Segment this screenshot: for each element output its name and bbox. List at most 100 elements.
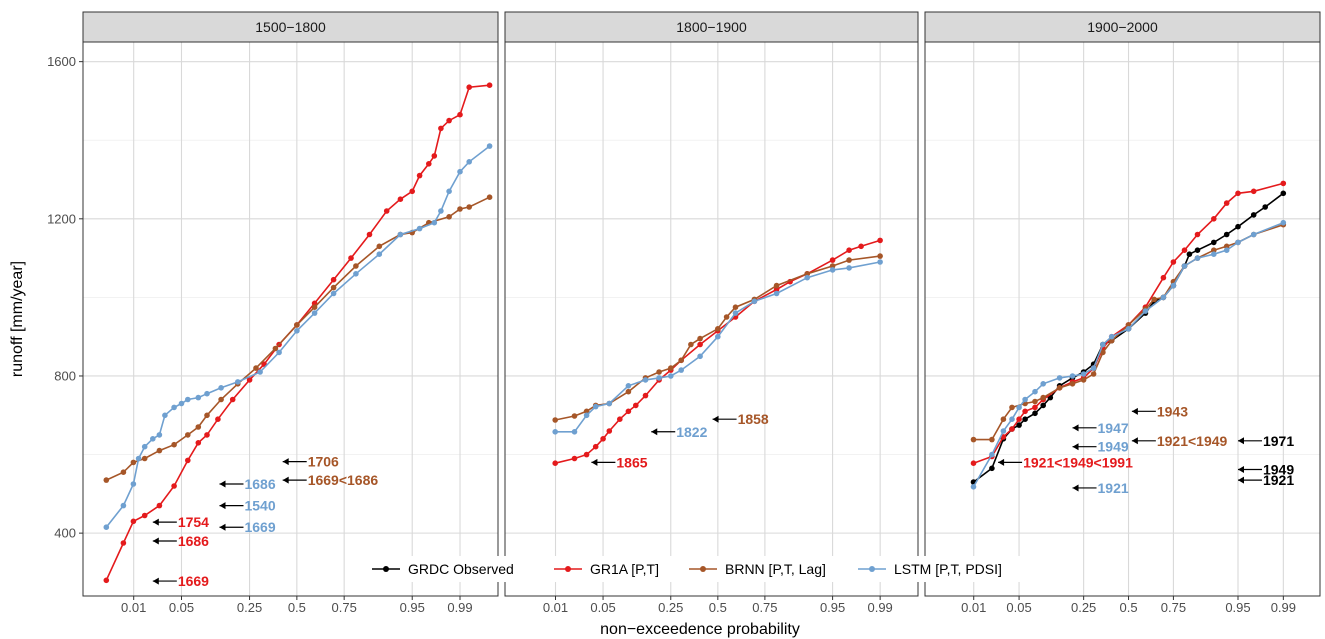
data-point	[276, 349, 282, 356]
data-point	[846, 265, 852, 271]
annotation-arrow-head	[651, 428, 658, 436]
legend-item: BRNN [P,T, Lag]	[689, 561, 826, 577]
data-point	[773, 290, 780, 297]
data-point	[1235, 223, 1241, 230]
annotation-arrow-head	[591, 458, 598, 466]
x-tick-label: 0.95	[820, 600, 845, 615]
data-point	[185, 432, 191, 438]
annotation-label: 1949	[1263, 461, 1294, 477]
data-point	[1170, 282, 1177, 289]
x-tick-label: 0.95	[1225, 600, 1250, 615]
x-tick-label: 0.01	[961, 600, 986, 615]
annotation-arrow-head	[1072, 424, 1079, 432]
data-point	[1181, 263, 1188, 269]
panel-strip-title: 1900−2000	[1087, 19, 1158, 35]
panel-strip	[504, 11, 919, 43]
data-point	[804, 271, 810, 277]
data-point	[571, 455, 578, 462]
data-point	[253, 365, 259, 371]
x-tick-label: 0.99	[447, 600, 472, 615]
data-point	[426, 161, 432, 167]
annotation-label: 1921	[1098, 480, 1129, 496]
data-point	[1280, 190, 1287, 197]
data-point	[376, 243, 383, 250]
annotation: 1949	[1237, 461, 1294, 477]
annotation-arrow-head	[998, 458, 1005, 466]
data-point	[353, 263, 359, 269]
data-point	[1181, 247, 1188, 253]
data-point	[1223, 247, 1230, 253]
x-tick-label: 0.5	[709, 600, 727, 615]
x-tick-label: 0.25	[1071, 600, 1096, 615]
annotation-arrow-head	[219, 523, 226, 531]
data-point	[678, 357, 684, 364]
data-point	[195, 424, 202, 430]
x-tick-label: 0.5	[288, 600, 306, 615]
data-point	[438, 208, 444, 214]
data-point	[272, 345, 279, 352]
data-point	[877, 237, 883, 244]
legend-key-point	[565, 566, 571, 572]
data-point	[1090, 371, 1097, 377]
annotation-arrow-head	[1131, 407, 1138, 415]
series-brnn-p-t-lag	[552, 253, 883, 423]
data-point	[1108, 333, 1115, 340]
data-point	[204, 412, 210, 419]
x-tick-label: 0.05	[1006, 600, 1031, 615]
annotation-label: 1669<1686	[308, 472, 379, 488]
data-point	[135, 455, 142, 462]
data-point	[311, 310, 318, 316]
data-point	[1056, 375, 1063, 381]
annotation-arrow-head	[282, 476, 289, 484]
data-point	[1040, 381, 1046, 387]
panel-strip	[924, 11, 1321, 43]
annotation: 1686	[219, 476, 276, 492]
annotation-label: 1949	[1098, 439, 1129, 455]
data-point	[723, 314, 730, 320]
annotation: 1865	[591, 454, 648, 470]
data-point	[416, 172, 423, 179]
series-brnn-p-t-lag	[103, 194, 493, 483]
annotation-label: 1540	[244, 498, 275, 514]
data-point	[732, 310, 739, 316]
data-point	[1194, 255, 1201, 261]
data-point	[1250, 231, 1257, 238]
data-point	[156, 447, 163, 454]
data-point	[466, 204, 473, 210]
data-point	[642, 392, 649, 399]
data-point	[229, 396, 236, 403]
data-point	[141, 512, 148, 519]
y-tick-label: 1200	[47, 211, 76, 226]
data-point	[633, 402, 639, 409]
data-point	[1235, 239, 1241, 246]
annotation: 1949	[1072, 439, 1129, 455]
data-point	[1090, 365, 1097, 371]
data-point	[1000, 416, 1007, 423]
legend-label: LSTM [P,T, PDSI]	[894, 561, 1002, 577]
annotation: 1921	[1237, 472, 1294, 488]
annotation-arrow-head	[712, 415, 719, 423]
panel-background	[925, 42, 1320, 596]
data-point	[171, 483, 177, 489]
data-point	[1069, 381, 1076, 387]
x-tick-label: 0.75	[332, 600, 357, 615]
data-point	[571, 429, 578, 435]
data-point	[697, 353, 703, 360]
x-tick-label: 0.05	[169, 600, 194, 615]
data-point	[697, 341, 703, 348]
annotation: 1754	[152, 514, 209, 530]
data-point	[1262, 204, 1268, 210]
data-point	[446, 117, 452, 124]
data-point	[103, 477, 110, 483]
annotation-label: 1921<1949	[1157, 433, 1228, 449]
data-point	[1032, 404, 1038, 411]
data-point	[431, 219, 438, 226]
data-point	[715, 333, 721, 340]
annotation-arrow-head	[152, 577, 159, 585]
data-point	[732, 304, 739, 311]
data-point	[1108, 337, 1115, 344]
annotation: 1921	[1072, 480, 1129, 496]
annotation: 1921<1949	[1131, 433, 1228, 449]
data-point	[592, 403, 599, 410]
annotation: 1947	[1072, 420, 1129, 436]
